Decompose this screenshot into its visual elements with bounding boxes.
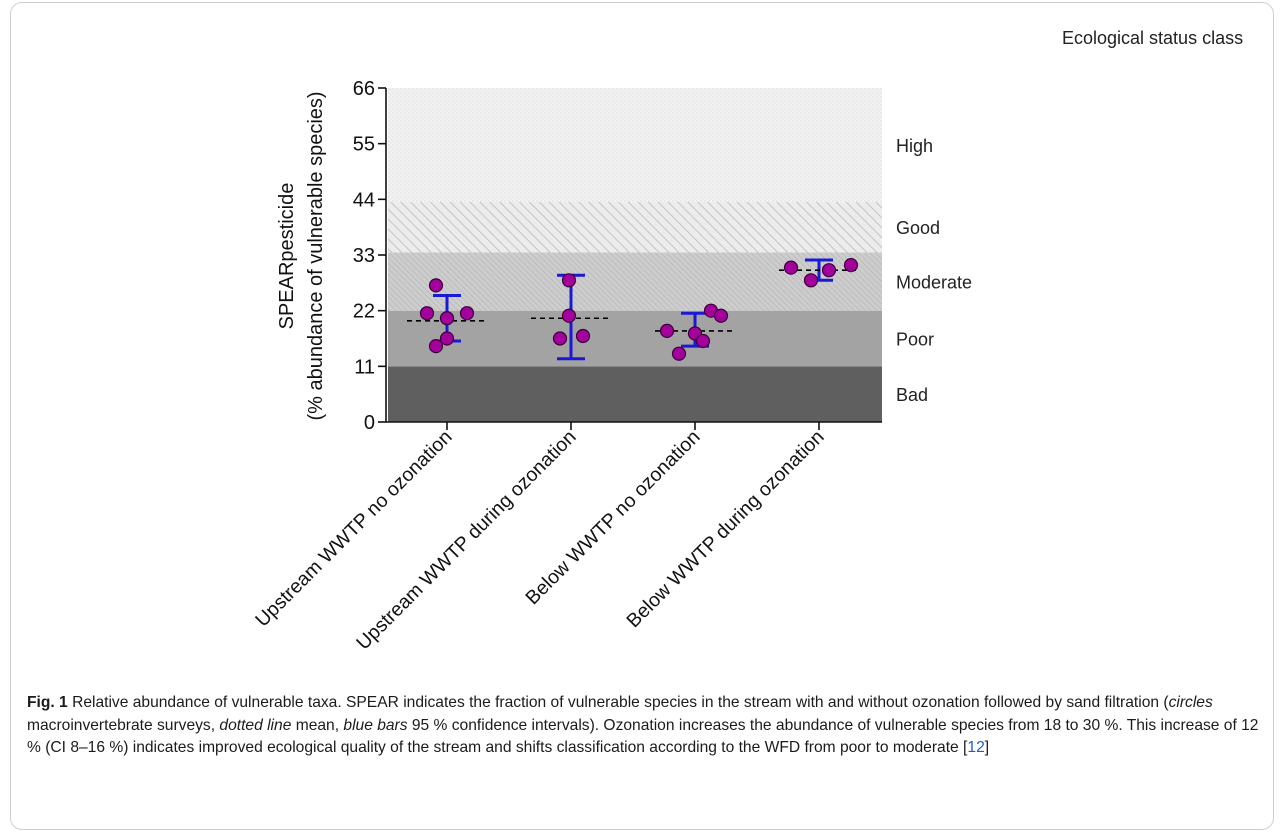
- caption-text-1: Relative abundance of vulnerable taxa. S…: [67, 694, 1169, 711]
- caption-circles: circles: [1168, 694, 1213, 711]
- figure-label: Fig. 1: [27, 694, 68, 711]
- data-point: [428, 278, 444, 293]
- data-point: [552, 331, 568, 346]
- data-point: [419, 306, 435, 321]
- data-point: [575, 328, 591, 344]
- y-axis-label-line2: (% abundance of vulnerable species): [305, 91, 327, 420]
- y-tick-label: 44: [353, 189, 375, 211]
- x-category-label: Upstream WWTP during ozonation: [352, 426, 580, 654]
- x-category-label: Upstream WWTP no ozonation: [251, 426, 456, 631]
- figure-caption: Fig. 1 Relative abundance of vulnerable …: [27, 692, 1267, 760]
- y-tick-label: 0: [364, 412, 375, 434]
- band-label-moderate: Moderate: [896, 273, 972, 293]
- reference-link[interactable]: 12: [967, 739, 985, 756]
- caption-blue-bars: blue bars: [343, 716, 408, 734]
- x-category-label: Below WWTP during ozonation: [622, 426, 828, 632]
- data-point: [713, 308, 729, 323]
- data-point: [459, 306, 475, 321]
- y-tick-label: 33: [353, 245, 375, 267]
- band-legend-title: Ecological status class: [1062, 28, 1243, 48]
- data-point: [783, 260, 799, 275]
- data-point: [671, 346, 687, 361]
- data-point: [561, 273, 577, 288]
- band-good: [388, 201, 882, 253]
- y-tick-label: 22: [353, 301, 375, 323]
- caption-dotted-line: dotted line: [219, 716, 292, 734]
- data-point: [695, 333, 711, 349]
- data-point: [428, 338, 444, 354]
- caption-text-2: macroinvertebrate surveys,: [27, 716, 220, 734]
- y-tick-label: 11: [354, 356, 375, 378]
- data-point: [561, 308, 577, 323]
- band-moderate: [388, 252, 882, 311]
- data-point: [659, 323, 675, 339]
- y-tick-label: 66: [353, 78, 375, 100]
- band-label-poor: Poor: [896, 330, 934, 350]
- data-point: [439, 331, 455, 346]
- y-axis-label-line1: SPEARpesticide: [276, 183, 298, 330]
- band-poor: [388, 310, 882, 367]
- data-point: [439, 311, 455, 326]
- caption-text-4: 95 % confidence intervals). Ozonation in…: [27, 716, 1259, 757]
- caption-text-5: ]: [984, 739, 990, 756]
- band-label-good: Good: [896, 218, 940, 238]
- data-point: [821, 263, 837, 278]
- chart: Bad Poor Moderate Good High 0 11 22 33 44 55 66 Ups…: [251, 28, 1243, 654]
- band-high: [388, 88, 882, 202]
- caption-text-3: mean,: [291, 716, 344, 734]
- band-label-bad: Bad: [896, 385, 928, 405]
- band-label-high: High: [896, 136, 933, 156]
- data-point: [843, 258, 859, 273]
- y-tick-label: 55: [353, 134, 375, 156]
- data-point: [803, 273, 819, 288]
- band-bad: [388, 366, 882, 422]
